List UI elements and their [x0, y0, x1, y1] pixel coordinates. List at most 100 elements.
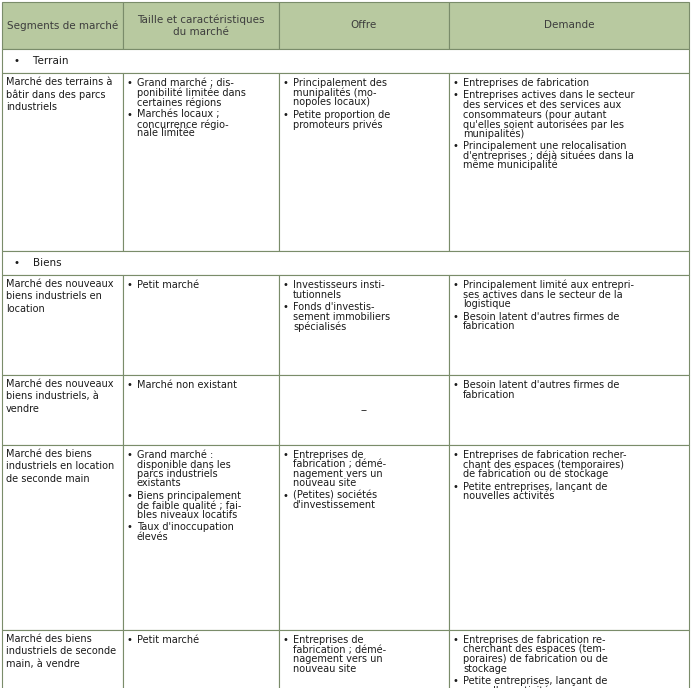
- Text: Entreprises de fabrication re-: Entreprises de fabrication re-: [463, 635, 605, 645]
- Text: Marchés locaux ;: Marchés locaux ;: [137, 109, 220, 120]
- Text: Petite proportion de: Petite proportion de: [293, 109, 390, 120]
- Text: concurrence régio-: concurrence régio-: [137, 119, 229, 129]
- Text: spécialisés: spécialisés: [293, 321, 346, 332]
- Text: Taille et caractéristiques
du marché: Taille et caractéristiques du marché: [138, 14, 265, 37]
- Text: Grand marché ; dis-: Grand marché ; dis-: [137, 78, 234, 88]
- Text: existants: existants: [137, 478, 182, 488]
- Text: (Petites) sociétés: (Petites) sociétés: [293, 491, 377, 501]
- Text: ponibilité limitée dans: ponibilité limitée dans: [137, 87, 246, 98]
- Text: •    Terrain: • Terrain: [14, 56, 68, 66]
- Text: fabrication ; démé-: fabrication ; démé-: [293, 460, 386, 469]
- Text: élevés: élevés: [137, 532, 169, 542]
- Text: Petite entreprises, lançant de: Petite entreprises, lançant de: [463, 482, 607, 491]
- Text: nopoles locaux): nopoles locaux): [293, 97, 370, 107]
- Bar: [279, 375, 449, 445]
- Text: tutionnels: tutionnels: [293, 290, 342, 299]
- Text: Marché des nouveaux
biens industriels, à
vendre: Marché des nouveaux biens industriels, à…: [6, 379, 113, 413]
- Text: •: •: [283, 635, 289, 645]
- Bar: [449, 275, 689, 375]
- Text: nouvelles activités: nouvelles activités: [463, 491, 554, 501]
- Text: nouveau site: nouveau site: [293, 663, 357, 674]
- Text: Grand marché :: Grand marché :: [137, 450, 214, 460]
- Bar: [123, 375, 279, 445]
- Bar: [123, 275, 279, 375]
- Text: Petite entreprises, lançant de: Petite entreprises, lançant de: [463, 676, 607, 686]
- Text: Besoin latent d'autres firmes de: Besoin latent d'autres firmes de: [463, 312, 619, 321]
- Text: de faible qualité ; fai-: de faible qualité ; fai-: [137, 500, 241, 511]
- Text: Petit marché: Petit marché: [137, 280, 199, 290]
- Text: Principalement des: Principalement des: [293, 78, 387, 88]
- Text: consommateurs (pour autant: consommateurs (pour autant: [463, 109, 607, 120]
- Text: logistique: logistique: [463, 299, 511, 309]
- Bar: [123, 630, 279, 688]
- Text: Taux d'inoccupation: Taux d'inoccupation: [137, 522, 234, 533]
- Text: •: •: [453, 78, 459, 88]
- Text: bles niveaux locatifs: bles niveaux locatifs: [137, 510, 237, 520]
- Text: de fabrication ou de stockage: de fabrication ou de stockage: [463, 469, 608, 479]
- Text: nale limitée: nale limitée: [137, 129, 195, 138]
- Bar: [279, 73, 449, 251]
- Text: Entreprises de fabrication recher-: Entreprises de fabrication recher-: [463, 450, 627, 460]
- Text: •: •: [453, 141, 459, 151]
- Text: d'investissement: d'investissement: [293, 500, 376, 510]
- Text: •: •: [283, 78, 289, 88]
- Text: Entreprises de fabrication: Entreprises de fabrication: [463, 78, 589, 88]
- Text: Entreprises actives dans le secteur: Entreprises actives dans le secteur: [463, 91, 634, 100]
- Bar: [2, 275, 123, 375]
- Text: fabrication ; démé-: fabrication ; démé-: [293, 645, 386, 654]
- Text: Entreprises de: Entreprises de: [293, 450, 363, 460]
- Text: •: •: [127, 491, 133, 501]
- Text: --: --: [361, 405, 368, 415]
- Text: Investisseurs insti-: Investisseurs insti-: [293, 280, 385, 290]
- Text: fabrication: fabrication: [463, 321, 515, 331]
- Text: Offre: Offre: [351, 21, 377, 30]
- Text: •: •: [127, 109, 133, 120]
- Bar: [2, 445, 123, 630]
- Text: disponible dans les: disponible dans les: [137, 460, 231, 469]
- Text: •: •: [127, 380, 133, 390]
- Text: Marché des biens
industriels de seconde
main, à vendre: Marché des biens industriels de seconde …: [6, 634, 116, 669]
- Text: •: •: [453, 450, 459, 460]
- Text: Demande: Demande: [544, 21, 594, 30]
- Text: promoteurs privés: promoteurs privés: [293, 119, 383, 129]
- Text: parcs industriels: parcs industriels: [137, 469, 218, 479]
- Text: Petit marché: Petit marché: [137, 635, 199, 645]
- Text: même municipalité: même municipalité: [463, 160, 558, 171]
- Text: •: •: [283, 280, 289, 290]
- Text: munipalités): munipalités): [463, 129, 524, 139]
- Text: •: •: [283, 109, 289, 120]
- Text: Principalement limité aux entrepri-: Principalement limité aux entrepri-: [463, 280, 634, 290]
- Bar: [279, 275, 449, 375]
- Text: Segments de marché: Segments de marché: [7, 20, 118, 31]
- Bar: [123, 73, 279, 251]
- Text: •: •: [453, 280, 459, 290]
- Text: Marché des biens
industriels en location
de seconde main: Marché des biens industriels en location…: [6, 449, 114, 484]
- Text: •: •: [127, 78, 133, 88]
- Text: Marché non existant: Marché non existant: [137, 380, 237, 390]
- Text: •: •: [453, 380, 459, 390]
- Bar: [2, 2, 123, 49]
- Text: •: •: [453, 482, 459, 491]
- Text: ses actives dans le secteur de la: ses actives dans le secteur de la: [463, 290, 623, 299]
- Text: Besoin latent d'autres firmes de: Besoin latent d'autres firmes de: [463, 380, 619, 390]
- Text: des services et des services aux: des services et des services aux: [463, 100, 621, 110]
- Bar: [2, 73, 123, 251]
- Bar: [123, 445, 279, 630]
- Text: Fonds d'investis-: Fonds d'investis-: [293, 302, 375, 312]
- Text: nouvelles activités: nouvelles activités: [463, 685, 554, 688]
- Bar: [449, 2, 689, 49]
- Text: sement immobiliers: sement immobiliers: [293, 312, 390, 321]
- Text: d'entreprises ; déjà situées dans la: d'entreprises ; déjà situées dans la: [463, 151, 634, 161]
- Text: Marché des terrains à
bâtir dans des parcs
industriels: Marché des terrains à bâtir dans des par…: [6, 77, 113, 112]
- Text: poraires) de fabrication ou de: poraires) de fabrication ou de: [463, 654, 608, 664]
- Bar: [279, 630, 449, 688]
- Bar: [2, 251, 689, 275]
- Text: •: •: [453, 635, 459, 645]
- Bar: [449, 445, 689, 630]
- Bar: [123, 2, 279, 49]
- Bar: [2, 49, 689, 73]
- Text: •: •: [283, 302, 289, 312]
- Text: •    Biens: • Biens: [14, 258, 61, 268]
- Text: munipalités (mo-: munipalités (mo-: [293, 87, 377, 98]
- Text: nagement vers un: nagement vers un: [293, 469, 383, 479]
